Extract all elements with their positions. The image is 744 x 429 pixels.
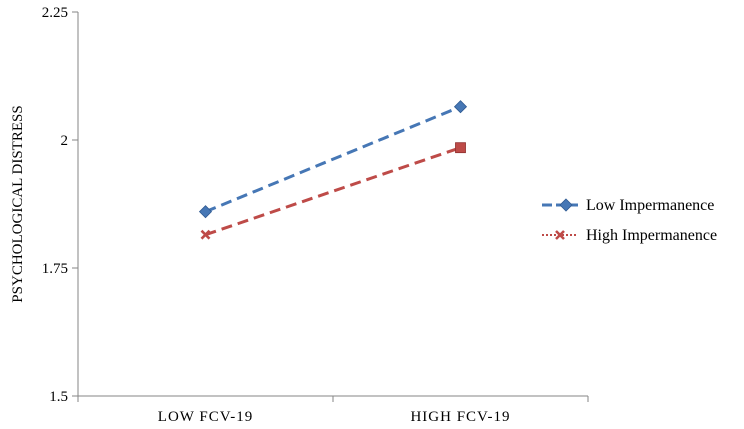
- y-tick-label: 1.75: [42, 261, 68, 277]
- diamond-marker: [453, 100, 468, 114]
- x-marker: [555, 230, 565, 240]
- diamond-marker: [559, 198, 573, 212]
- y-tick-label: 2: [61, 133, 69, 149]
- x-marker: [200, 229, 211, 240]
- x-tick-label: HIGH FCV-19: [410, 409, 510, 425]
- y-tick-label: 2.25: [42, 5, 68, 21]
- series-line: [205, 146, 461, 237]
- legend-item: High Impermanence: [542, 227, 717, 244]
- series-low-impermanence: [198, 100, 468, 219]
- y-axis-ticks: 1.5 1.75 2 2.25: [42, 5, 78, 405]
- diamond-marker: [198, 205, 213, 219]
- series-layer: [198, 100, 468, 240]
- legend-label: Low Impermanence: [586, 197, 714, 214]
- legend: Low Impermanence High Impermanence: [542, 197, 717, 244]
- y-axis-label: PSYCHOLOGICAL DISTRESS: [10, 105, 26, 302]
- legend-label: High Impermanence: [586, 227, 717, 244]
- x-tick-label: LOW FCV-19: [158, 409, 253, 425]
- series-line: [204, 105, 462, 214]
- square-marker: [455, 142, 466, 154]
- y-tick-label: 1.5: [49, 389, 68, 405]
- legend-item: Low Impermanence: [542, 197, 714, 214]
- series-high-impermanence: [200, 142, 466, 240]
- x-axis-ticks: LOW FCV-19 HIGH FCV-19: [77, 396, 589, 425]
